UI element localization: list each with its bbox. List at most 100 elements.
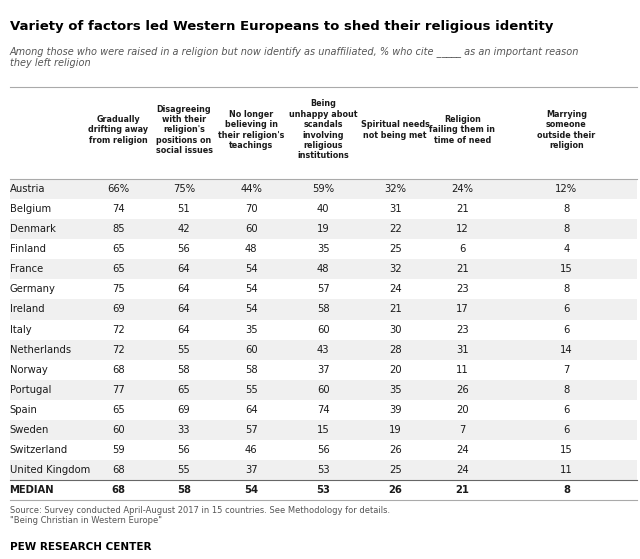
Text: Sweden: Sweden [10,425,49,435]
Text: 56: 56 [178,445,190,455]
Bar [10,380,637,400]
Text: 11: 11 [456,364,468,375]
Text: 21: 21 [389,305,401,315]
Text: No longer
believing in
their religion's
teachings: No longer believing in their religion's … [218,110,284,150]
Text: 54: 54 [245,285,257,295]
Text: 35: 35 [317,244,330,254]
Text: 60: 60 [317,325,330,334]
Text: 57: 57 [245,425,257,435]
Text: 24: 24 [456,465,468,475]
Text: 51: 51 [178,204,190,214]
Text: 24: 24 [389,285,401,295]
Text: 21: 21 [456,204,468,214]
Text: 11: 11 [560,465,573,475]
Text: 8: 8 [563,285,570,295]
Text: 66%: 66% [108,184,129,194]
Text: 65: 65 [112,244,125,254]
Text: 14: 14 [560,345,573,354]
Text: 15: 15 [560,445,573,455]
Text: Ireland: Ireland [10,305,44,315]
Text: 55: 55 [178,465,190,475]
Text: 58: 58 [178,364,190,375]
Text: Spiritual needs
not being met: Spiritual needs not being met [361,120,429,140]
Text: 12%: 12% [556,184,577,194]
Text: 23: 23 [456,285,468,295]
Text: 32: 32 [389,264,401,274]
Text: 64: 64 [178,325,190,334]
Text: Finland: Finland [10,244,45,254]
Text: 25: 25 [389,465,401,475]
Text: 26: 26 [389,445,401,455]
Text: 39: 39 [389,405,401,415]
Text: 6: 6 [563,325,570,334]
Text: 69: 69 [112,305,125,315]
Bar [10,460,637,480]
Text: Norway: Norway [10,364,47,375]
Text: 30: 30 [389,325,401,334]
Text: Austria: Austria [10,184,45,194]
Text: 43: 43 [317,345,330,354]
Text: 59%: 59% [312,184,334,194]
Text: 48: 48 [317,264,330,274]
Text: 40: 40 [317,204,330,214]
Text: 75%: 75% [173,184,195,194]
Text: Switzerland: Switzerland [10,445,68,455]
Text: 54: 54 [245,264,257,274]
Text: 8: 8 [563,224,570,234]
Text: 54: 54 [244,485,259,495]
Bar [10,259,637,280]
Text: Portugal: Portugal [10,385,51,395]
Text: 70: 70 [245,204,257,214]
Text: 8: 8 [563,204,570,214]
Text: 64: 64 [178,305,190,315]
Text: 37: 37 [317,364,330,375]
Text: 26: 26 [388,485,402,495]
Text: 24%: 24% [451,184,474,194]
Text: 19: 19 [389,425,401,435]
Text: Marrying
someone
outside their
religion: Marrying someone outside their religion [537,110,596,150]
Text: 64: 64 [178,264,190,274]
Text: 55: 55 [245,385,257,395]
Text: 59: 59 [112,445,125,455]
Text: 74: 74 [317,405,330,415]
Text: 54: 54 [245,305,257,315]
Text: 8: 8 [563,385,570,395]
Text: 31: 31 [456,345,468,354]
Text: 68: 68 [112,364,125,375]
Text: 22: 22 [389,224,401,234]
Text: 21: 21 [456,264,468,274]
Bar [10,179,637,199]
Text: 58: 58 [177,485,191,495]
Text: 46: 46 [245,445,257,455]
Text: 69: 69 [178,405,190,415]
Text: Gradually
drifting away
from religion: Gradually drifting away from religion [88,115,148,145]
Text: Belgium: Belgium [10,204,51,214]
Text: 20: 20 [456,405,468,415]
Text: 75: 75 [112,285,125,295]
Text: Germany: Germany [10,285,56,295]
Bar [10,340,637,359]
Bar [10,219,637,239]
Text: 24: 24 [456,445,468,455]
Text: 65: 65 [178,385,190,395]
Text: 60: 60 [317,385,330,395]
Text: 8: 8 [563,485,570,495]
Text: 15: 15 [317,425,330,435]
Text: Religion
failing them in
time of need: Religion failing them in time of need [429,115,495,145]
Text: 35: 35 [245,325,257,334]
Text: 6: 6 [563,305,570,315]
Text: 37: 37 [245,465,257,475]
Text: 74: 74 [112,204,125,214]
Text: 53: 53 [317,465,330,475]
Text: 25: 25 [389,244,401,254]
Text: 28: 28 [389,345,401,354]
Text: 72: 72 [112,325,125,334]
Text: 60: 60 [112,425,125,435]
Text: 56: 56 [317,445,330,455]
Text: 32%: 32% [384,184,406,194]
Text: 35: 35 [389,385,401,395]
Text: MEDIAN: MEDIAN [10,485,54,495]
Text: 53: 53 [316,485,330,495]
Text: 60: 60 [245,345,257,354]
Text: 12: 12 [456,224,468,234]
